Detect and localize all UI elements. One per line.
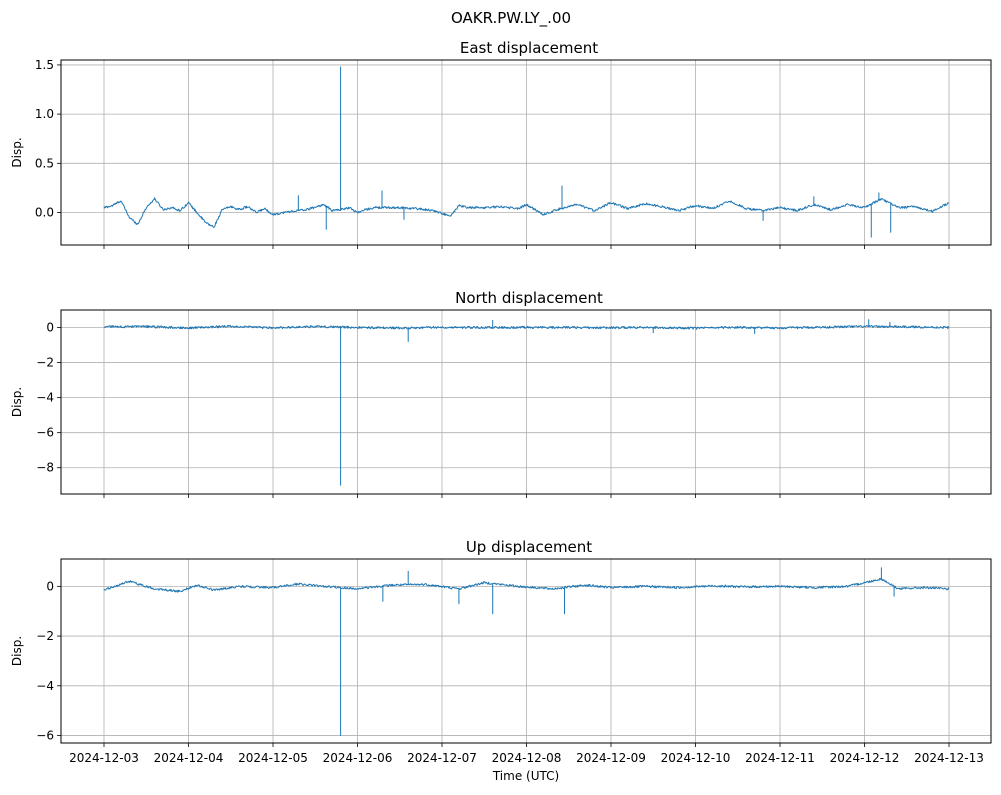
x-tick-label: 2024-12-05 <box>238 751 308 765</box>
x-tick-label: 2024-12-13 <box>914 751 984 765</box>
y-tick-label: −2 <box>36 629 54 643</box>
figure-suptitle: OAKR.PW.LY_.00 <box>451 9 571 28</box>
series-line <box>103 66 950 238</box>
y-tick-label: −8 <box>36 461 54 475</box>
x-tick-label: 2024-12-08 <box>492 751 562 765</box>
panel-2: 0 −2 −4 −6 −8 North displacement Disp. <box>10 289 992 498</box>
y-axis-label: Disp. <box>10 636 24 666</box>
x-tick-label: 2024-12-09 <box>576 751 646 765</box>
y-axis-label: Disp. <box>10 387 24 417</box>
axes-frame <box>60 558 992 744</box>
y-axis-label: Disp. <box>10 137 24 167</box>
x-tick-label: 2024-12-12 <box>830 751 900 765</box>
x-tick-labels: 2024-12-03 2024-12-04 2024-12-05 2024-12-06… <box>69 751 984 765</box>
panel-title: Up displacement <box>466 538 592 556</box>
y-tick-label: 0 <box>46 321 54 335</box>
y-tick-label: −6 <box>36 426 54 440</box>
series-line <box>103 319 950 486</box>
y-tick-label: −4 <box>36 679 54 693</box>
panel-1: 0.0 0.5 1.0 1.5 East displacement Disp. <box>10 39 992 249</box>
x-axis-label: Time (UTC) <box>492 769 559 783</box>
x-tick-label: 2024-12-07 <box>407 751 477 765</box>
y-tick-label: 1.0 <box>35 107 54 121</box>
series-line <box>103 567 950 737</box>
y-tick-label: −4 <box>36 391 54 405</box>
x-tick-label: 2024-12-03 <box>69 751 139 765</box>
x-tick-label: 2024-12-06 <box>323 751 393 765</box>
x-tick-label: 2024-12-10 <box>661 751 731 765</box>
y-tick-label: −6 <box>36 729 54 743</box>
x-tick-label: 2024-12-04 <box>154 751 224 765</box>
panel-title: East displacement <box>460 39 598 57</box>
axes-frame <box>60 59 992 246</box>
y-tick-label: 0.0 <box>35 206 54 220</box>
panel-title: North displacement <box>455 289 603 307</box>
panel-3: 0 −2 −4 −6 Up displacement Disp. <box>10 538 992 747</box>
x-tick-label: 2024-12-11 <box>745 751 815 765</box>
y-tick-label: 0.5 <box>35 156 54 170</box>
axes-frame <box>60 309 992 495</box>
y-tick-label: −2 <box>36 356 54 370</box>
y-tick-label: 0 <box>46 579 54 593</box>
y-tick-label: 1.5 <box>35 58 54 72</box>
